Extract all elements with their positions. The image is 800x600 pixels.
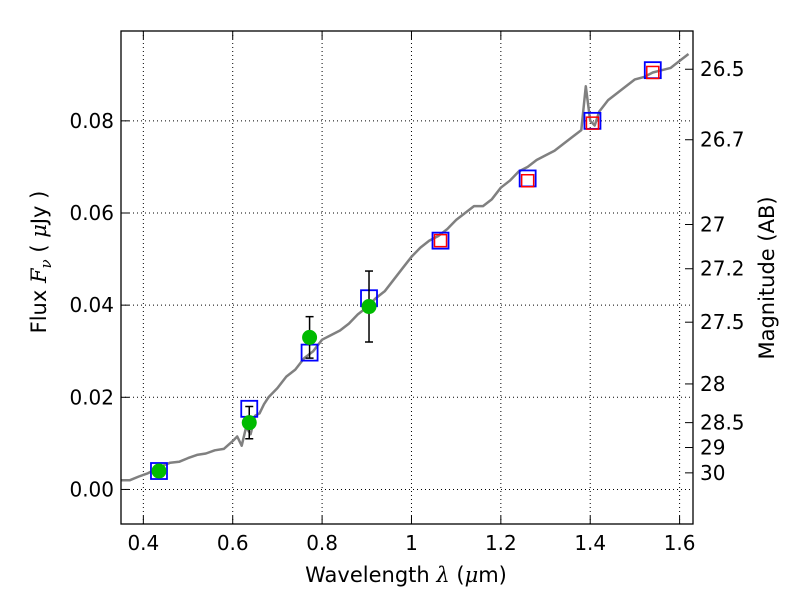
observed-point	[302, 329, 318, 345]
right-tick-label: 29	[700, 436, 725, 460]
y-axis-label: Flux Fν ( μJy )	[27, 191, 55, 334]
right-tick-label: 28	[700, 372, 725, 396]
x-tick-label: 1	[405, 531, 418, 555]
upper-limit-square	[520, 173, 535, 188]
y-tick-label: 0.06	[69, 201, 114, 225]
right-tick-label: 28.5	[700, 411, 745, 435]
y-tick-label: 0.02	[69, 385, 114, 409]
x-tick-label: 1.2	[485, 531, 517, 555]
plot-frame	[120, 30, 694, 525]
spectrum-line	[121, 53, 690, 482]
y-tick-label: 0.00	[69, 477, 114, 501]
data-layer	[121, 53, 690, 482]
y-tick-label: 0.04	[69, 293, 114, 317]
x-tick-label: 0.6	[217, 531, 249, 555]
x-tick-label: 0.8	[306, 531, 338, 555]
model-photometry-square	[150, 462, 168, 480]
right-tick-label: 30	[700, 461, 725, 485]
right-tick-label: 26.7	[700, 128, 745, 152]
observed-point	[151, 463, 167, 479]
x-tick-label: 1.6	[664, 531, 696, 555]
x-tick-label: 0.4	[127, 531, 159, 555]
right-tick-label: 26.5	[700, 57, 745, 81]
grid-layer	[121, 31, 693, 524]
x-axis-label: Wavelength λ (μm)	[305, 563, 507, 587]
observed-point	[361, 299, 377, 315]
observed-point	[241, 415, 257, 431]
upper-limit-square	[433, 233, 448, 248]
upper-limit-square	[646, 65, 660, 80]
right-tick-label: 27.2	[700, 257, 745, 281]
y-tick-label: 0.08	[69, 109, 114, 133]
right-tick-label: 27	[700, 213, 725, 237]
right-tick-label: 27.5	[700, 310, 745, 334]
model-photometry-square	[431, 231, 450, 250]
upper-limit-square	[585, 116, 600, 130]
tick-layer: 0.4 0.6 0.8 1 1.2 1.4 1.6 0.00 0.02 0.04 0.06 0.08 2…	[69, 31, 745, 555]
right-axis-label: Magnitude (AB)	[755, 196, 779, 359]
x-tick-label: 1.4	[574, 531, 606, 555]
